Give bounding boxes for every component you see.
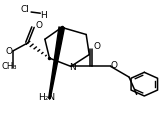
Text: O: O (93, 42, 100, 51)
Text: H: H (40, 11, 47, 20)
Text: Cl: Cl (21, 5, 29, 14)
Text: O: O (35, 21, 42, 30)
Text: O: O (5, 47, 12, 56)
Text: H₂N: H₂N (38, 93, 55, 102)
Text: N: N (69, 63, 76, 72)
Polygon shape (49, 27, 64, 98)
Text: O: O (111, 61, 118, 70)
Text: CH₃: CH₃ (2, 62, 17, 71)
